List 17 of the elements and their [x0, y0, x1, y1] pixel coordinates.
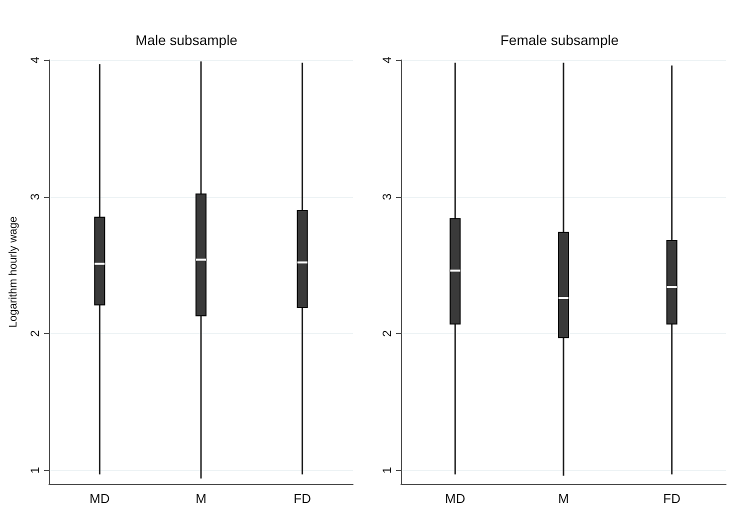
x-tick-label: M — [196, 491, 206, 506]
y-tick-label: 4 — [28, 56, 42, 64]
y-tick-label: 4 — [380, 56, 394, 64]
x-tick-label: FD — [663, 491, 681, 506]
y-tick-label: 1 — [380, 466, 394, 474]
y-tick-label: 1 — [28, 466, 42, 474]
x-tick-label: MD — [445, 491, 466, 506]
chart-title: Male subsample — [136, 32, 238, 48]
y-tick-label: 3 — [380, 193, 394, 200]
x-tick-label: FD — [294, 491, 312, 506]
y-tick-label: 3 — [28, 193, 42, 200]
y-axis-title: Logarithm hourly wage — [8, 216, 20, 328]
y-tick-label: 2 — [28, 330, 42, 337]
x-tick-label: MD — [90, 491, 110, 506]
x-tick-label: M — [558, 491, 569, 506]
y-tick-label: 2 — [380, 330, 394, 337]
chart-title: Female subsample — [500, 32, 619, 48]
